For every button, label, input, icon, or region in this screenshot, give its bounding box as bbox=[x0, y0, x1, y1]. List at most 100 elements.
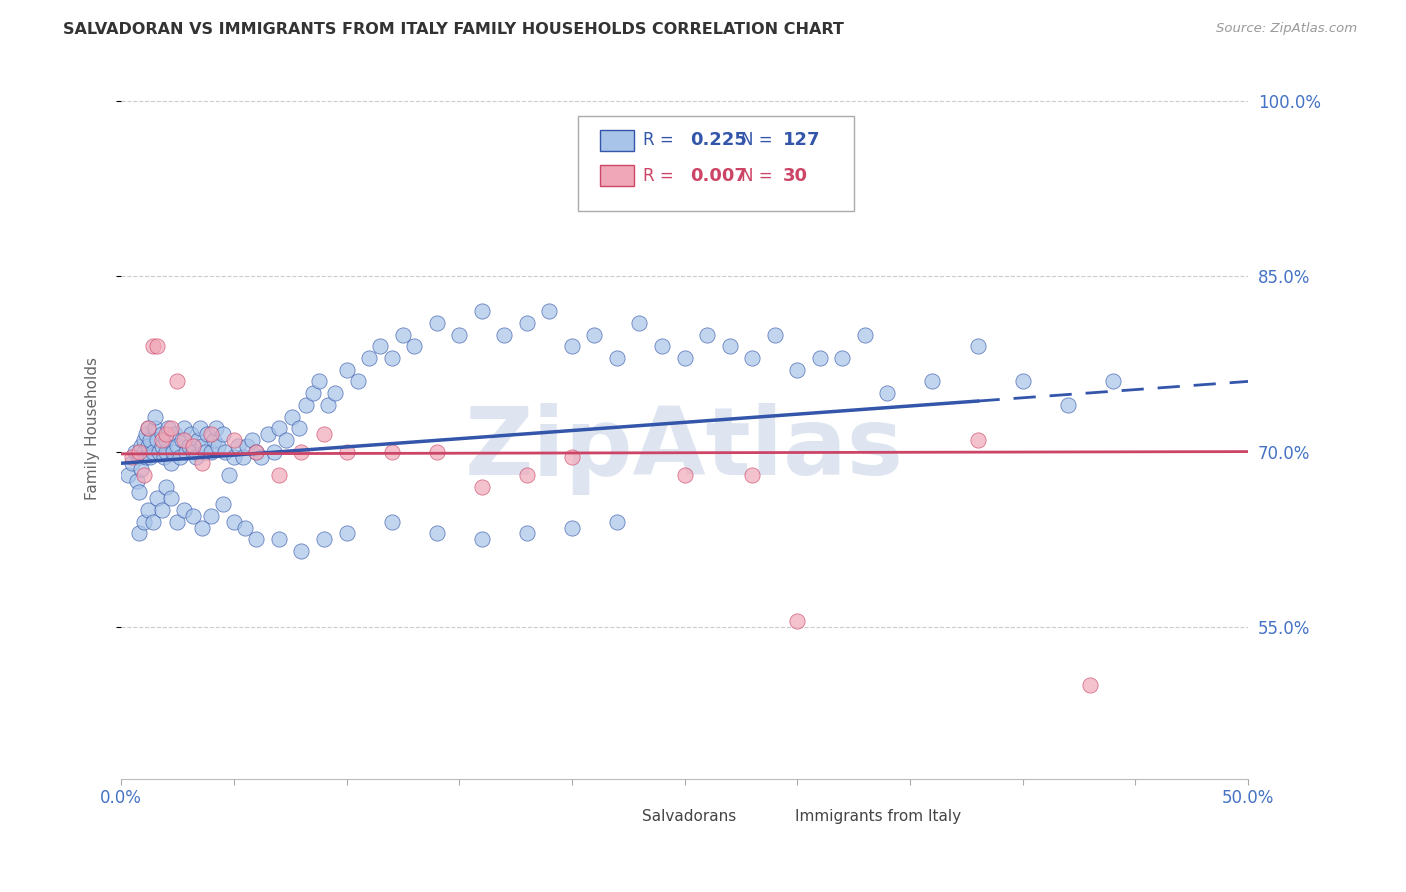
Point bbox=[1101, 375, 1123, 389]
Point bbox=[494, 327, 516, 342]
Point bbox=[132, 433, 155, 447]
Point bbox=[132, 515, 155, 529]
Point bbox=[117, 467, 139, 482]
Point bbox=[245, 444, 267, 458]
Point bbox=[1011, 375, 1033, 389]
Point bbox=[132, 444, 155, 458]
Point bbox=[256, 427, 278, 442]
Text: N =: N = bbox=[741, 131, 772, 150]
Point bbox=[153, 450, 176, 465]
Point bbox=[966, 339, 988, 353]
FancyBboxPatch shape bbox=[578, 116, 853, 211]
Text: Source: ZipAtlas.com: Source: ZipAtlas.com bbox=[1216, 22, 1357, 36]
Point bbox=[166, 439, 188, 453]
Point bbox=[516, 316, 538, 330]
Point bbox=[245, 444, 267, 458]
Point bbox=[267, 421, 290, 435]
Point bbox=[696, 327, 718, 342]
Point bbox=[368, 339, 391, 353]
Point bbox=[240, 433, 263, 447]
Point bbox=[228, 439, 250, 453]
Point bbox=[155, 427, 177, 442]
Point bbox=[808, 351, 831, 365]
Point bbox=[673, 467, 696, 482]
Point bbox=[170, 433, 193, 447]
Point bbox=[426, 526, 449, 541]
Point bbox=[200, 508, 222, 523]
Point bbox=[204, 421, 226, 435]
Point bbox=[426, 444, 449, 458]
Point bbox=[1078, 678, 1101, 692]
Point bbox=[288, 421, 311, 435]
Point bbox=[200, 444, 222, 458]
Point bbox=[471, 304, 494, 318]
Text: 0.225: 0.225 bbox=[690, 131, 747, 150]
Point bbox=[125, 474, 148, 488]
Point bbox=[381, 351, 404, 365]
Point bbox=[165, 427, 187, 442]
Point bbox=[267, 467, 290, 482]
Point bbox=[173, 421, 195, 435]
Point bbox=[157, 421, 180, 435]
Point bbox=[290, 544, 312, 558]
Point bbox=[195, 427, 218, 442]
Point bbox=[214, 444, 236, 458]
Point bbox=[381, 515, 404, 529]
Point bbox=[281, 409, 304, 424]
Y-axis label: Family Households: Family Households bbox=[86, 357, 100, 500]
Point bbox=[146, 339, 169, 353]
Point bbox=[191, 520, 214, 534]
Text: 127: 127 bbox=[783, 131, 820, 150]
Point bbox=[651, 339, 673, 353]
Point bbox=[177, 439, 200, 453]
Point bbox=[191, 456, 214, 470]
Point bbox=[786, 363, 808, 377]
Point bbox=[146, 491, 169, 506]
Point bbox=[150, 433, 173, 447]
Point bbox=[357, 351, 380, 365]
Point bbox=[136, 503, 159, 517]
Point bbox=[181, 444, 204, 458]
Point bbox=[222, 450, 245, 465]
Point bbox=[159, 421, 181, 435]
Point bbox=[538, 304, 561, 318]
Text: SALVADORAN VS IMMIGRANTS FROM ITALY FAMILY HOUSEHOLDS CORRELATION CHART: SALVADORAN VS IMMIGRANTS FROM ITALY FAMI… bbox=[63, 22, 844, 37]
Point bbox=[516, 467, 538, 482]
Point bbox=[155, 480, 177, 494]
Point bbox=[148, 444, 170, 458]
Point bbox=[561, 520, 583, 534]
Point bbox=[131, 439, 153, 453]
Point bbox=[188, 421, 211, 435]
Point bbox=[132, 467, 155, 482]
Point bbox=[673, 351, 696, 365]
Point bbox=[128, 485, 150, 500]
Point bbox=[121, 456, 143, 470]
Text: Salvadorans: Salvadorans bbox=[641, 809, 735, 824]
Point bbox=[135, 450, 157, 465]
Point bbox=[166, 375, 188, 389]
Point bbox=[335, 363, 357, 377]
Point bbox=[207, 439, 229, 453]
Point bbox=[187, 433, 209, 447]
Point bbox=[162, 444, 184, 458]
Point bbox=[404, 339, 426, 353]
Point bbox=[471, 533, 494, 547]
Point bbox=[222, 515, 245, 529]
Point bbox=[143, 409, 166, 424]
Point bbox=[267, 533, 290, 547]
Point bbox=[323, 386, 346, 401]
Point bbox=[236, 439, 259, 453]
Point bbox=[301, 386, 323, 401]
Point bbox=[146, 433, 169, 447]
Point bbox=[131, 462, 153, 476]
Point bbox=[312, 427, 335, 442]
Text: 0.007: 0.007 bbox=[690, 167, 747, 185]
Point bbox=[169, 450, 191, 465]
Point bbox=[139, 433, 162, 447]
Point bbox=[181, 439, 204, 453]
Bar bbox=[600, 165, 634, 186]
Point bbox=[250, 450, 273, 465]
Text: 30: 30 bbox=[783, 167, 807, 185]
Point bbox=[876, 386, 898, 401]
Point bbox=[628, 316, 651, 330]
